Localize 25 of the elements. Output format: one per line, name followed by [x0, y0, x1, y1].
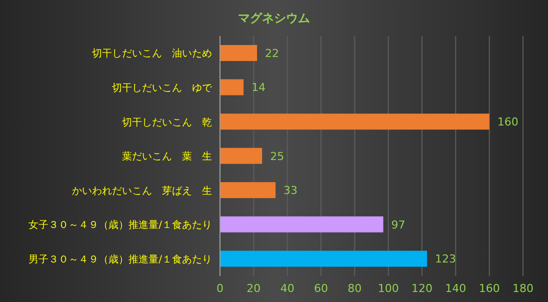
y-tick-label: かいわれだいこん 芽ばえ 生	[72, 184, 212, 197]
y-tick-label: 切干しだいこん 油いため	[92, 48, 212, 60]
y-tick-label: 男子３０～４９（歳）推進量/１食あたり	[28, 253, 212, 266]
y-tick-label: 切干しだいこん 乾	[122, 116, 212, 128]
x-tick-label: 160	[478, 282, 500, 295]
data-label: 160	[497, 115, 518, 128]
data-label: 25	[270, 150, 284, 163]
x-tick-label: 0	[216, 282, 224, 295]
y-tick-label: 葉だいこん 葉 生	[122, 150, 212, 163]
y-tick-label: 女子３０～４９（歳）推進量/１食あたり	[28, 219, 212, 232]
x-tick-label: 60	[314, 282, 328, 295]
x-tick-label: 140	[445, 282, 466, 295]
data-label: 22	[265, 46, 280, 60]
x-tick-label: 100	[378, 282, 399, 295]
x-tick-label: 180	[512, 282, 534, 295]
x-tick-label: 80	[348, 282, 362, 295]
x-tick-label: 20	[246, 282, 261, 295]
data-label: 97	[391, 218, 406, 232]
x-tick-label: 120	[412, 282, 432, 295]
y-tick-label: 切干しだいこん ゆで	[112, 82, 213, 94]
data-label: 14	[252, 81, 266, 94]
data-label: 33	[284, 184, 298, 198]
data-label: 123	[435, 252, 456, 266]
chart-title: マグネシウム	[237, 10, 311, 27]
x-tick-label: 40	[280, 282, 294, 295]
